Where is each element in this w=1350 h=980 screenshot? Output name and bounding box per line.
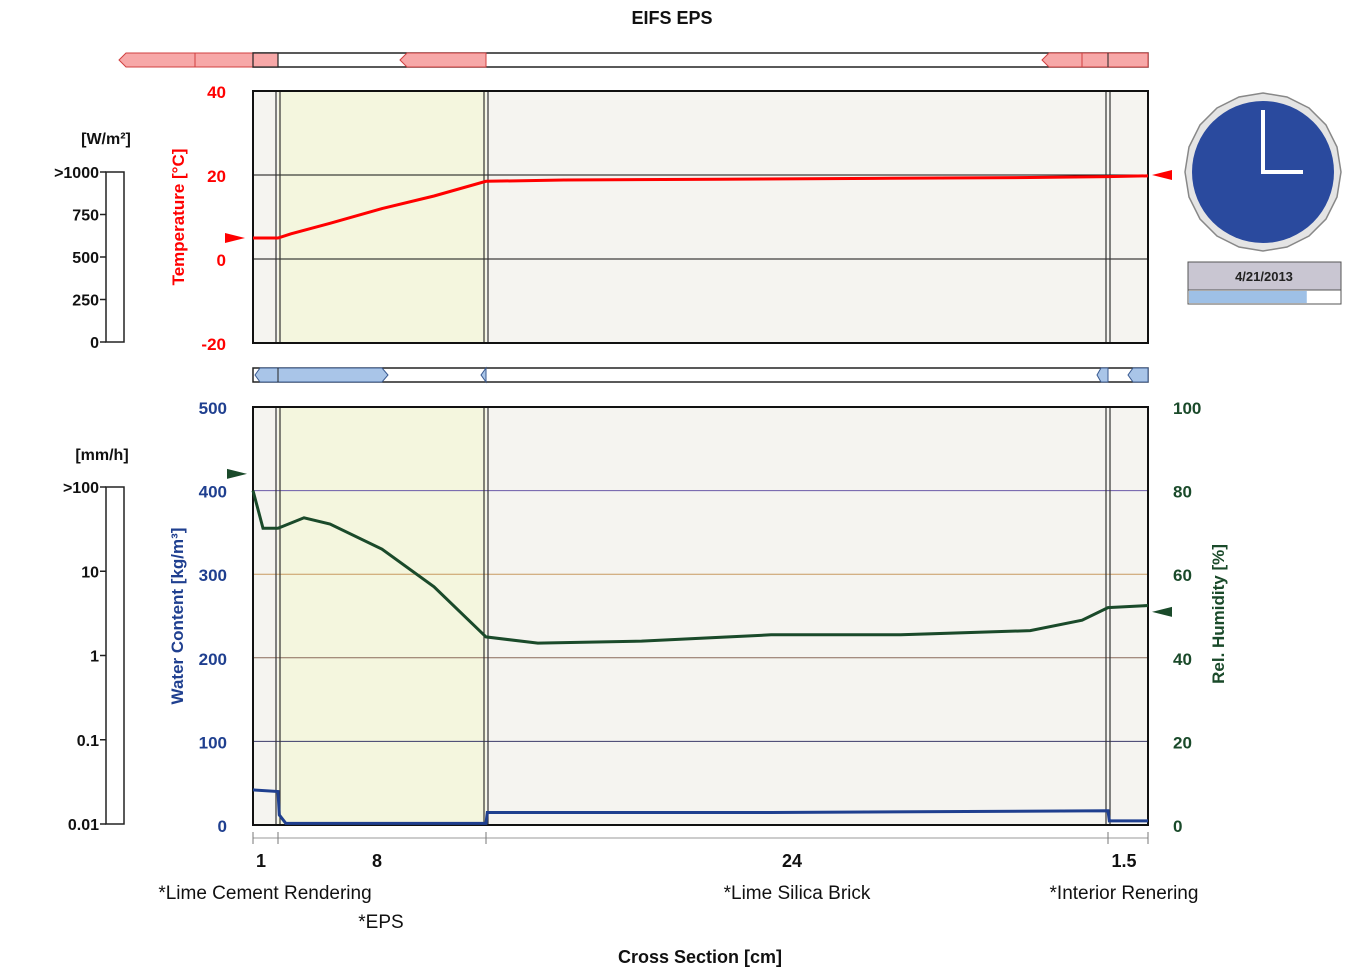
temperature-axis-label: Temperature [°C] [169, 149, 188, 286]
water-content-tick-label: 300 [199, 566, 227, 585]
rain-tick-label: >100 [63, 480, 99, 497]
exterior-temperature-marker [225, 233, 245, 243]
water-content-axis-label: Water Content [kg/m³] [168, 528, 187, 705]
temperature-tick-label: -20 [201, 335, 226, 354]
chart-title: EIFS EPS [631, 8, 712, 28]
relative-humidity-tick-label: 40 [1173, 650, 1192, 669]
water-content-tick-label: 0 [218, 817, 227, 836]
temperature-tick-label: 40 [207, 83, 226, 102]
cross-section-axis: 1 8 24 1.5 *Lime Cement Rendering *EPS *Lime … [158, 832, 1198, 967]
heat-flux-tick-label: >1000 [54, 165, 99, 182]
water-content-series-line [252, 788, 1148, 825]
rain-unit: [mm/h] [75, 447, 128, 464]
water-content-tick-label: 500 [199, 399, 227, 418]
layer-name-label: *EPS [358, 912, 403, 933]
relative-humidity-tick-label: 20 [1173, 733, 1192, 752]
temperature-plot: 40 20 0 -20 Temperature [°C] [169, 83, 1172, 354]
layer-name-label: *Lime Cement Rendering [158, 883, 371, 904]
simulation-progress-fill [1189, 291, 1307, 303]
water-content-tick-label: 400 [199, 483, 227, 502]
water-content-tick-label: 100 [199, 733, 227, 752]
temperature-series-line [253, 174, 1149, 240]
heat-flux-tick-label: 0 [90, 335, 99, 352]
relative-humidity-series-line [251, 490, 1149, 645]
clock-date: 4/21/2013 [1235, 269, 1293, 284]
rain-scale: [mm/h] >100 10 1 0.1 0.01 [63, 447, 129, 834]
layer-thickness-label: 1 [256, 851, 266, 871]
layer-name-label: *Interior Renering [1050, 883, 1199, 904]
water-content-tick-label: 200 [199, 650, 227, 669]
relative-humidity-axis-label: Rel. Humidity [%] [1209, 544, 1228, 684]
x-axis-label: Cross Section [cm] [618, 947, 782, 967]
rain-tick-label: 10 [81, 564, 99, 581]
rain-tick-label: 1 [90, 649, 99, 666]
heat-flux-tick-label: 500 [72, 250, 99, 267]
heat-flux-tick-label: 750 [72, 208, 99, 225]
layer-thickness-label: 8 [372, 851, 382, 871]
heat-flux-scale: [W/m²] >1000 750 500 250 0 [54, 131, 131, 352]
heat-flux-tick-label: 250 [72, 293, 99, 310]
temperature-tick-label: 0 [217, 251, 226, 270]
temperature-layer-bar [118, 52, 1149, 68]
heat-flux-unit: [W/m²] [81, 131, 131, 148]
interior-temperature-marker [1152, 170, 1172, 180]
eps-layer-band [278, 407, 486, 825]
layer-thickness-label: 24 [782, 851, 802, 871]
layer-thickness-label: 1.5 [1111, 851, 1136, 871]
moisture-layer-bar [252, 366, 1149, 384]
relative-humidity-tick-label: 80 [1173, 483, 1192, 502]
rain-tick-label: 0.01 [68, 817, 99, 834]
simulation-clock: 4/21/2013 [1184, 92, 1342, 305]
relative-humidity-tick-label: 100 [1173, 399, 1201, 418]
relative-humidity-tick-label: 0 [1173, 817, 1182, 836]
exterior-humidity-marker [227, 468, 247, 479]
relative-humidity-tick-label: 60 [1173, 566, 1192, 585]
eps-layer-band [278, 91, 486, 343]
layer-name-label: *Lime Silica Brick [724, 883, 871, 904]
temperature-tick-label: 20 [207, 167, 226, 186]
rain-tick-label: 0.1 [77, 733, 99, 750]
interior-humidity-marker [1152, 606, 1172, 617]
